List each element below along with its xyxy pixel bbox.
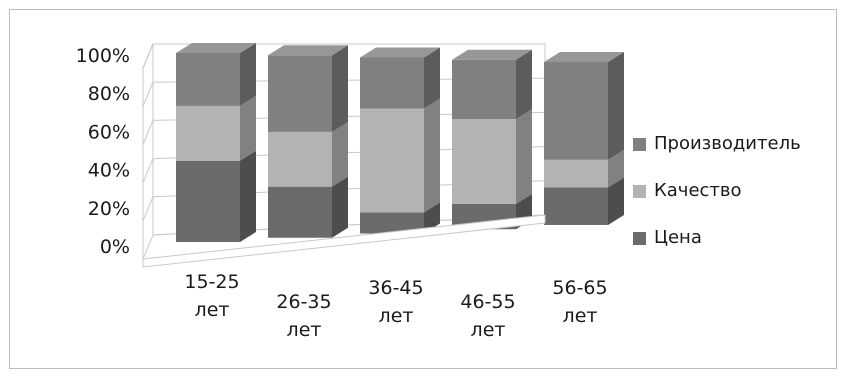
- bar-front-face: [360, 108, 424, 213]
- bar-segment-Цена: [268, 176, 348, 238]
- bar-front-face: [360, 57, 424, 109]
- bar-segment-Производитель: [360, 47, 440, 109]
- x-category-label: 26-35 лет: [276, 291, 331, 341]
- x-category-label: 56-65 лет: [552, 277, 607, 327]
- gridline-side: [142, 82, 154, 107]
- bar-side-face: [608, 149, 624, 188]
- bar-stack: [176, 43, 256, 242]
- bar-front-face: [176, 53, 240, 106]
- y-axis-ticks: 0% 20% 40% 60% 80% 100%: [76, 45, 130, 258]
- bar-stack: [268, 45, 348, 238]
- bars: [176, 43, 624, 242]
- legend-label: Цена: [654, 227, 702, 248]
- x-category-line: 46-55: [460, 291, 515, 313]
- bar-segment-Качество: [268, 121, 348, 187]
- legend-label: Качество: [654, 180, 742, 201]
- gridline-side: [142, 158, 154, 183]
- x-category-line: 15-25: [184, 271, 239, 293]
- x-category-label: 15-25 лет: [184, 271, 239, 321]
- bar-front-face: [544, 187, 608, 225]
- bar-segment-Производитель: [452, 49, 532, 120]
- bar-segment-Цена: [544, 177, 624, 225]
- chart-floor: [142, 214, 546, 268]
- legend-item: Производитель: [633, 133, 801, 154]
- gridline-side: [142, 234, 154, 260]
- floor-edge: [142, 214, 546, 268]
- legend-label: Производитель: [654, 133, 801, 154]
- bar-front-face: [268, 131, 332, 187]
- bar-side-face: [240, 43, 256, 106]
- bar-side-face: [332, 121, 348, 187]
- bar-front-face: [452, 119, 516, 204]
- bar-front-face: [176, 160, 240, 242]
- x-category-line: лет: [379, 305, 414, 327]
- bar-side-face: [424, 47, 440, 109]
- bar-stack: [360, 47, 440, 234]
- bar-stack: [452, 49, 532, 230]
- legend-swatch: [633, 138, 646, 151]
- bar-top-face: [268, 45, 348, 56]
- bar-segment-Производитель: [268, 45, 348, 132]
- bar-segment-Качество: [544, 149, 624, 188]
- bar-side-face: [424, 98, 440, 213]
- bar-side-face: [608, 52, 624, 160]
- legend: Производитель Качество Цена: [633, 133, 801, 248]
- x-category-line: 56-65: [552, 277, 607, 299]
- chart-frame: 0% 20% 40% 60% 80% 100% 15-25 лет 26-35 лет 36-45…: [9, 9, 837, 369]
- y-tick-label: 80%: [88, 83, 130, 105]
- bar-side-face: [240, 150, 256, 242]
- bar-front-face: [452, 59, 516, 120]
- bar-segment-Производитель: [544, 52, 624, 160]
- x-category-label: 46-55 лет: [460, 291, 515, 341]
- bar-front-face: [544, 62, 608, 160]
- bar-front-face: [176, 105, 240, 161]
- bar-segment-Цена: [176, 150, 256, 242]
- x-category-line: 26-35: [276, 291, 331, 313]
- x-category-label: 36-45 лет: [368, 277, 423, 327]
- y-tick-label: 0%: [100, 236, 130, 258]
- y-tick-label: 100%: [76, 45, 130, 67]
- bar-side-face: [240, 95, 256, 161]
- gridline-side: [142, 120, 154, 145]
- bar-top-face: [452, 49, 532, 60]
- legend-swatch: [633, 232, 646, 245]
- bar-side-face: [424, 202, 440, 234]
- bar-front-face: [268, 55, 332, 132]
- bar-side-face: [608, 177, 624, 225]
- y-tick-label: 40%: [88, 160, 130, 182]
- x-category-line: лет: [195, 299, 230, 321]
- legend-item: Цена: [633, 227, 702, 248]
- bar-front-face: [360, 212, 424, 234]
- bar-segment-Качество: [360, 98, 440, 213]
- bar-top-face: [544, 52, 624, 62]
- x-category-line: лет: [471, 319, 506, 341]
- bar-segment-Качество: [176, 95, 256, 161]
- x-category-line: лет: [287, 319, 322, 341]
- legend-swatch: [633, 185, 646, 198]
- legend-item: Качество: [633, 180, 742, 201]
- gridline-side: [142, 43, 154, 69]
- bar-stack: [544, 52, 624, 225]
- y-tick-label: 60%: [88, 121, 130, 143]
- gridline-side: [142, 196, 154, 221]
- bar-side-face: [332, 176, 348, 238]
- bar-top-face: [176, 43, 256, 53]
- bar-front-face: [268, 186, 332, 238]
- bar-segment-Производитель: [176, 43, 256, 106]
- bar-side-face: [332, 45, 348, 132]
- x-axis-categories: 15-25 лет 26-35 лет 36-45 лет 46-55 лет 56-65 лет: [184, 271, 607, 341]
- x-category-line: 36-45: [368, 277, 423, 299]
- bar-side-face: [516, 49, 532, 120]
- bar-side-face: [516, 109, 532, 204]
- bar-segment-Качество: [452, 109, 532, 204]
- bar-front-face: [544, 159, 608, 188]
- bar-top-face: [360, 47, 440, 58]
- x-category-line: лет: [563, 305, 598, 327]
- bar-segment-Цена: [360, 202, 440, 234]
- y-tick-label: 20%: [88, 198, 130, 220]
